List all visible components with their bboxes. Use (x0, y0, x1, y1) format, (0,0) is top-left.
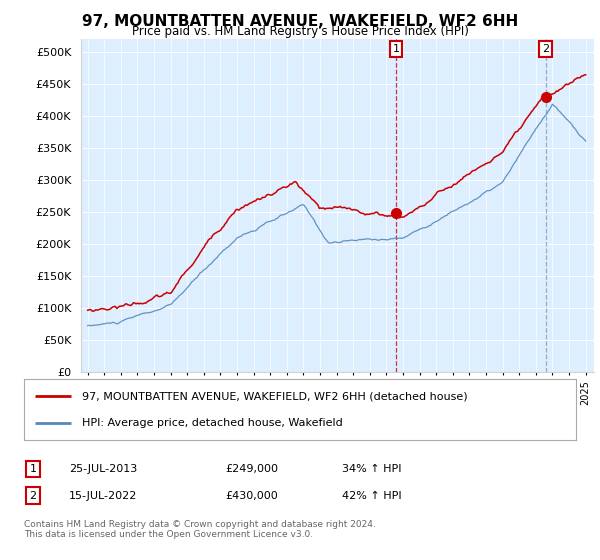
Text: HPI: Average price, detached house, Wakefield: HPI: Average price, detached house, Wake… (82, 418, 343, 428)
Text: 2: 2 (542, 44, 549, 54)
Text: Contains HM Land Registry data © Crown copyright and database right 2024.
This d: Contains HM Land Registry data © Crown c… (24, 520, 376, 539)
Text: 97, MOUNTBATTEN AVENUE, WAKEFIELD, WF2 6HH (detached house): 97, MOUNTBATTEN AVENUE, WAKEFIELD, WF2 6… (82, 391, 467, 401)
Text: 25-JUL-2013: 25-JUL-2013 (69, 464, 137, 474)
Text: Price paid vs. HM Land Registry's House Price Index (HPI): Price paid vs. HM Land Registry's House … (131, 25, 469, 38)
Text: 42% ↑ HPI: 42% ↑ HPI (342, 491, 401, 501)
Text: 1: 1 (29, 464, 37, 474)
Text: £249,000: £249,000 (225, 464, 278, 474)
Text: 34% ↑ HPI: 34% ↑ HPI (342, 464, 401, 474)
Text: 2: 2 (29, 491, 37, 501)
Text: 97, MOUNTBATTEN AVENUE, WAKEFIELD, WF2 6HH: 97, MOUNTBATTEN AVENUE, WAKEFIELD, WF2 6… (82, 14, 518, 29)
Text: 15-JUL-2022: 15-JUL-2022 (69, 491, 137, 501)
Text: 1: 1 (392, 44, 400, 54)
Text: £430,000: £430,000 (225, 491, 278, 501)
